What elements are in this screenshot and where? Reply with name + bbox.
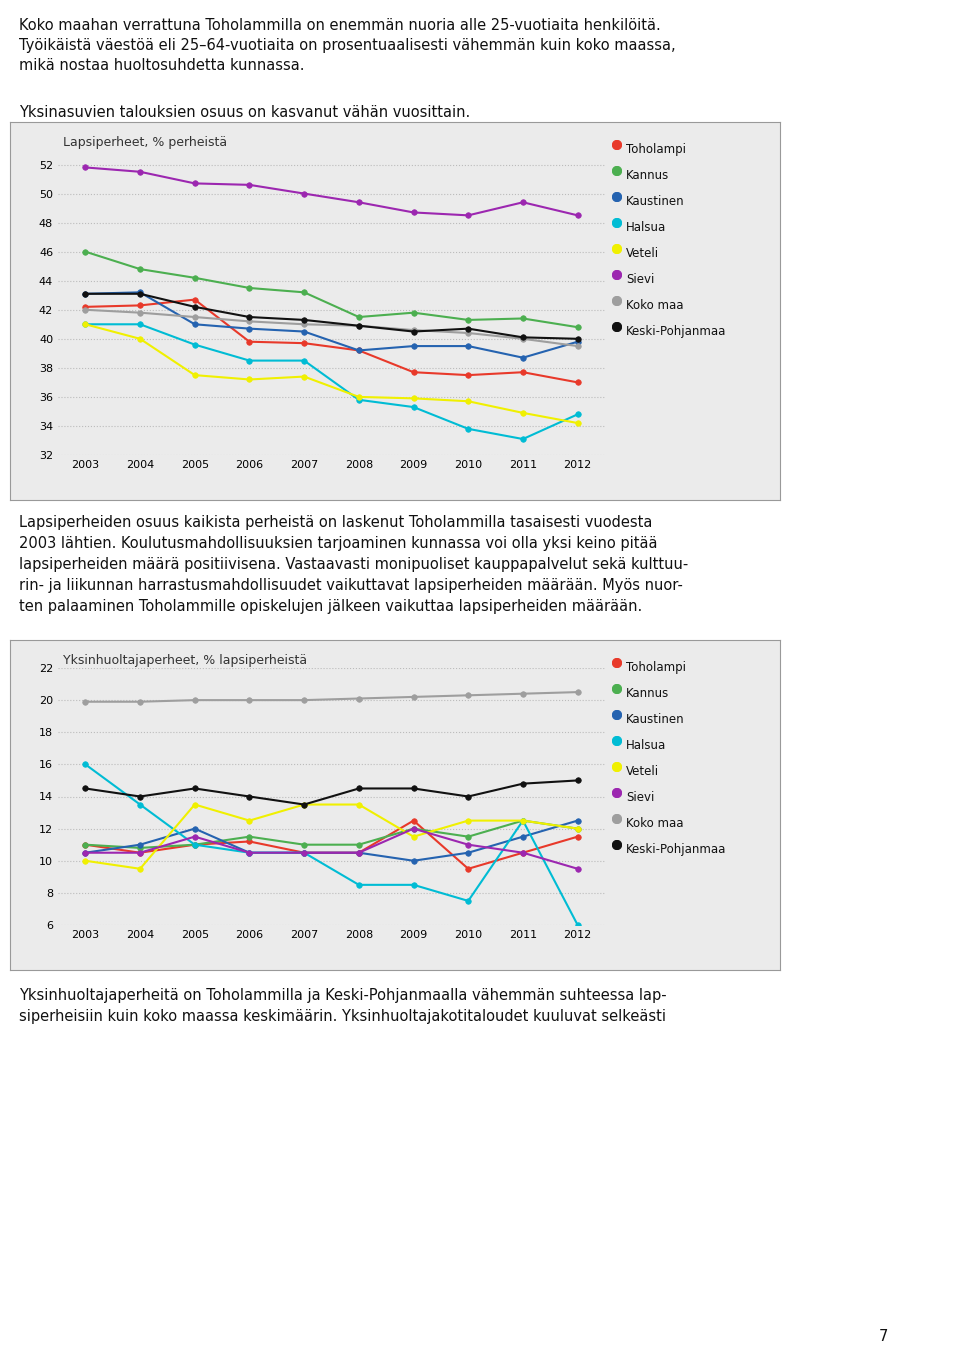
- Text: Koko maa: Koko maa: [626, 817, 684, 830]
- Circle shape: [612, 840, 621, 850]
- Text: Yksinhuoltajaperheitä on Toholammilla ja Keski-Pohjanmaalla vähemmän suhteessa l: Yksinhuoltajaperheitä on Toholammilla ja…: [19, 987, 667, 1004]
- Circle shape: [612, 710, 621, 719]
- Text: Yksinasuvien talouksien osuus on kasvanut vähän vuosittain.: Yksinasuvien talouksien osuus on kasvanu…: [19, 105, 470, 120]
- Text: rin- ja liikunnan harrastusmahdollisuudet vaikuttavat lapsiperheiden määrään. My: rin- ja liikunnan harrastusmahdollisuude…: [19, 578, 684, 593]
- Circle shape: [612, 193, 621, 201]
- Circle shape: [612, 245, 621, 253]
- Text: Koko maahan verrattuna Toholammilla on enemmän nuoria alle 25-vuotiaita henkilöi: Koko maahan verrattuna Toholammilla on e…: [19, 18, 660, 33]
- Text: Veteli: Veteli: [626, 248, 660, 260]
- Text: Halsua: Halsua: [626, 738, 666, 752]
- Text: siperheisiin kuin koko maassa keskimäärin. Yksinhuoltajakotitaloudet kuuluvat se: siperheisiin kuin koko maassa keskimääri…: [19, 1009, 666, 1024]
- Text: Kaustinen: Kaustinen: [626, 713, 684, 726]
- Circle shape: [612, 763, 621, 771]
- Text: lapsiperheiden määrä positiivisena. Vastaavasti monipuoliset kauppapalvelut sekä: lapsiperheiden määrä positiivisena. Vast…: [19, 558, 688, 573]
- Text: Sievi: Sievi: [626, 273, 655, 286]
- Circle shape: [612, 140, 621, 150]
- Circle shape: [612, 658, 621, 668]
- Text: Keski-Pohjanmaa: Keski-Pohjanmaa: [626, 325, 727, 339]
- Text: Kaustinen: Kaustinen: [626, 194, 684, 208]
- Text: Koko maa: Koko maa: [626, 299, 684, 311]
- Circle shape: [612, 789, 621, 797]
- Text: Sievi: Sievi: [626, 792, 655, 804]
- Text: ten palaaminen Toholammille opiskelujen jälkeen vaikuttaa lapsiperheiden määrään: ten palaaminen Toholammille opiskelujen …: [19, 598, 642, 613]
- Text: 2003 lähtien. Koulutusmahdollisuuksien tarjoaminen kunnassa voi olla yksi keino : 2003 lähtien. Koulutusmahdollisuuksien t…: [19, 536, 658, 551]
- Circle shape: [612, 166, 621, 175]
- Circle shape: [612, 219, 621, 227]
- Text: Lapsiperheet, % perheistä: Lapsiperheet, % perheistä: [63, 136, 228, 150]
- Text: Kannus: Kannus: [626, 169, 669, 182]
- Text: Veteli: Veteli: [626, 764, 660, 778]
- Circle shape: [612, 271, 621, 280]
- Text: Halsua: Halsua: [626, 220, 666, 234]
- Text: Kannus: Kannus: [626, 687, 669, 700]
- Circle shape: [612, 684, 621, 694]
- Text: Toholampi: Toholampi: [626, 661, 686, 675]
- Circle shape: [612, 322, 621, 332]
- Text: mikä nostaa huoltosuhdetta kunnassa.: mikä nostaa huoltosuhdetta kunnassa.: [19, 58, 304, 73]
- Text: Keski-Pohjanmaa: Keski-Pohjanmaa: [626, 843, 727, 855]
- Circle shape: [612, 737, 621, 745]
- Text: Toholampi: Toholampi: [626, 143, 686, 156]
- Circle shape: [612, 296, 621, 306]
- Circle shape: [612, 815, 621, 824]
- Text: 7: 7: [878, 1329, 888, 1344]
- Text: Työikäistä väestöä eli 25–64-vuotiaita on prosentuaalisesti vähemmän kuin koko m: Työikäistä väestöä eli 25–64-vuotiaita o…: [19, 38, 676, 53]
- Text: Yksinhuoltajaperheet, % lapsiperheistä: Yksinhuoltajaperheet, % lapsiperheistä: [63, 654, 307, 666]
- Text: Lapsiperheiden osuus kaikista perheistä on laskenut Toholammilla tasaisesti vuod: Lapsiperheiden osuus kaikista perheistä …: [19, 515, 653, 530]
